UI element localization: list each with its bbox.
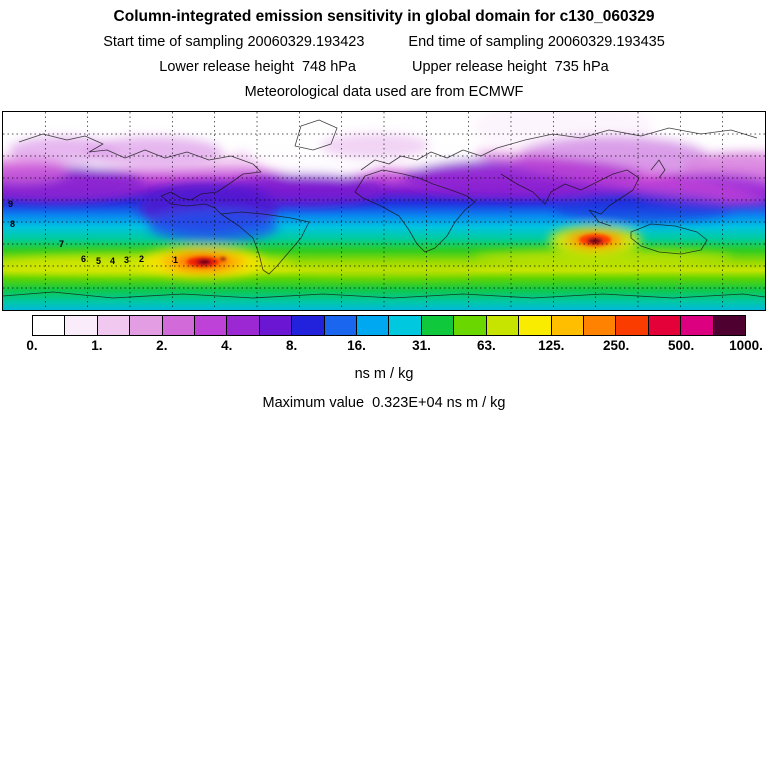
colorbar-cell — [33, 316, 65, 335]
max-value-text: Maximum value 0.323E+04 ns m / kg — [262, 395, 506, 411]
map-svg: 9 8 7 6 5 4 3 2 1 — [3, 112, 765, 310]
colorbar-tick-label: 1000. — [729, 338, 763, 353]
colorbar-cell — [258, 316, 292, 335]
colorbar-cell — [712, 316, 745, 335]
colorbar-cell — [485, 316, 519, 335]
colorbar-tick-label: 0. — [26, 338, 38, 353]
colorbar-cell — [129, 316, 162, 335]
field-texture-layer — [3, 112, 765, 278]
colorbar-cell — [615, 316, 648, 335]
colorbar-tick-label: 16. — [347, 338, 366, 353]
colorbar-tick-label: 4. — [221, 338, 233, 353]
colorbar-cell — [420, 316, 454, 335]
upper-release-text: Upper release height 735 hPa — [412, 59, 609, 75]
colorbar-cell — [96, 316, 130, 335]
colorbar-cell — [582, 316, 616, 335]
colorbar-wrap: 0. 1. 2. 4. 8. 16. 31. 63. 125. 250. 500. 1000. — [26, 315, 763, 356]
hotspot-cores-layer — [187, 234, 611, 267]
colorbar-tick-label: 250. — [603, 338, 630, 353]
colorbar-cell — [356, 316, 389, 335]
colorbar — [32, 315, 746, 336]
track-point-label: 5 — [96, 256, 101, 266]
track-point-label: 1 — [173, 255, 178, 265]
start-time-text: Start time of sampling 20060329.193423 — [103, 34, 365, 50]
units-label: ns m / kg — [0, 366, 768, 382]
track-point-label: 4 — [110, 256, 115, 266]
colorbar-tick-label: 1. — [91, 338, 103, 353]
colorbar-cell — [194, 316, 227, 335]
colorbar-tick-label: 125. — [538, 338, 565, 353]
colorbar-tick-label: 31. — [412, 338, 431, 353]
track-point-label: 2 — [139, 254, 144, 264]
units-text: ns m / kg — [354, 366, 414, 382]
lower-release-text: Lower release height 748 hPa — [159, 59, 356, 75]
track-point-label: 8 — [10, 219, 15, 229]
colorbar-tick-label: 63. — [476, 338, 496, 353]
met-data-text: Meteorological data used are from ECMWF — [244, 84, 524, 100]
colorbar-tick-label: 500. — [667, 338, 695, 353]
colorbar-cell — [323, 316, 357, 335]
sampling-time-line: Start time of sampling 20060329.193423 E… — [0, 32, 768, 52]
met-data-line: Meteorological data used are from ECMWF — [0, 82, 768, 102]
colorbar-cell — [161, 316, 195, 335]
grid-layer — [3, 112, 765, 310]
colorbar-cell — [550, 316, 583, 335]
track-labels-layer: 9 8 7 6 5 4 3 2 1 — [8, 199, 178, 266]
release-height-line: Lower release height 748 hPa Upper relea… — [0, 57, 768, 77]
colorbar-cell — [680, 316, 713, 335]
end-time-text: End time of sampling 20060329.193435 — [408, 34, 665, 50]
colorbar-cell — [388, 316, 421, 335]
colorbar-tick-label: 2. — [156, 338, 168, 353]
colorbar-cell — [453, 316, 486, 335]
colorbar-ticks: 0. 1. 2. 4. 8. 16. 31. 63. 125. 250. 500. 1000. — [26, 338, 763, 356]
track-point-label: 9 — [8, 199, 13, 209]
colorbar-tick-label: 8. — [285, 338, 298, 353]
colorbar-cell — [64, 316, 97, 335]
colorbar-cell — [518, 316, 551, 335]
max-value-line: Maximum value 0.323E+04 ns m / kg — [0, 395, 768, 411]
page-title: Column-integrated emission sensitivity i… — [113, 8, 655, 25]
track-point-label: 7 — [59, 239, 64, 249]
colorbar-cell — [226, 316, 259, 335]
colorbar-cell — [647, 316, 681, 335]
colorbar-cell — [291, 316, 324, 335]
track-point-label: 3 — [124, 255, 129, 265]
track-point-label: 6 — [81, 254, 86, 264]
